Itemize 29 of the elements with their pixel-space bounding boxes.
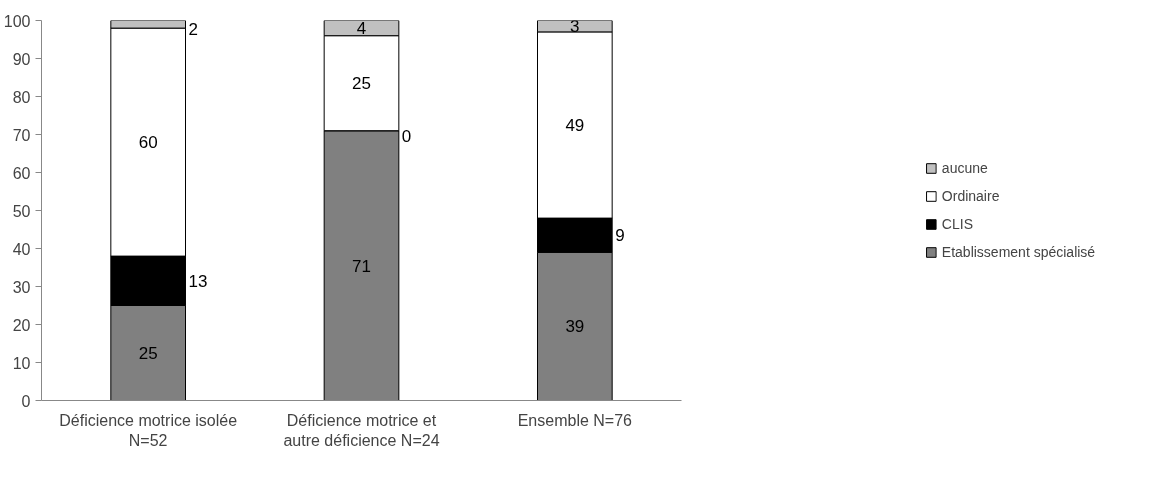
y-tick-label: 0 xyxy=(21,392,31,410)
legend-label: Etablissement spécialisé xyxy=(941,244,1096,260)
y-tick-label: 70 xyxy=(12,126,31,144)
data-label: 4 xyxy=(356,19,367,39)
y-tick-label: 50 xyxy=(12,202,31,220)
x-tick-label: Déficience motrice isolée N=52 xyxy=(59,411,238,449)
y-tick-label: 10 xyxy=(12,354,31,372)
legend-label: Ordinaire xyxy=(941,188,1000,204)
data-label: 39 xyxy=(565,317,585,337)
x-tick-label: Ensemble N=76 xyxy=(517,411,633,429)
y-tick-label: 30 xyxy=(12,278,31,296)
x-tick-label: Déficience motrice et autre déficience N=24 xyxy=(283,411,440,449)
y-tick-label: 90 xyxy=(12,50,31,68)
data-label: 71 xyxy=(352,256,371,276)
legend-label: aucune xyxy=(941,160,988,176)
y-tick-label: 40 xyxy=(12,240,31,258)
y-tick-label: 20 xyxy=(12,316,31,334)
legend-label: CLIS xyxy=(941,216,973,232)
data-label: 60 xyxy=(138,133,158,153)
data-label: 49 xyxy=(565,116,585,135)
data-label: 25 xyxy=(352,74,371,94)
data-label: 2 xyxy=(188,20,198,40)
data-label: 25 xyxy=(138,344,158,363)
y-tick-label: 60 xyxy=(12,164,31,182)
data-label: 0 xyxy=(401,126,412,146)
data-label: 9 xyxy=(615,226,625,246)
y-tick-label: 100 xyxy=(3,12,31,30)
y-tick-label: 80 xyxy=(12,88,31,106)
data-label: 13 xyxy=(188,271,208,291)
